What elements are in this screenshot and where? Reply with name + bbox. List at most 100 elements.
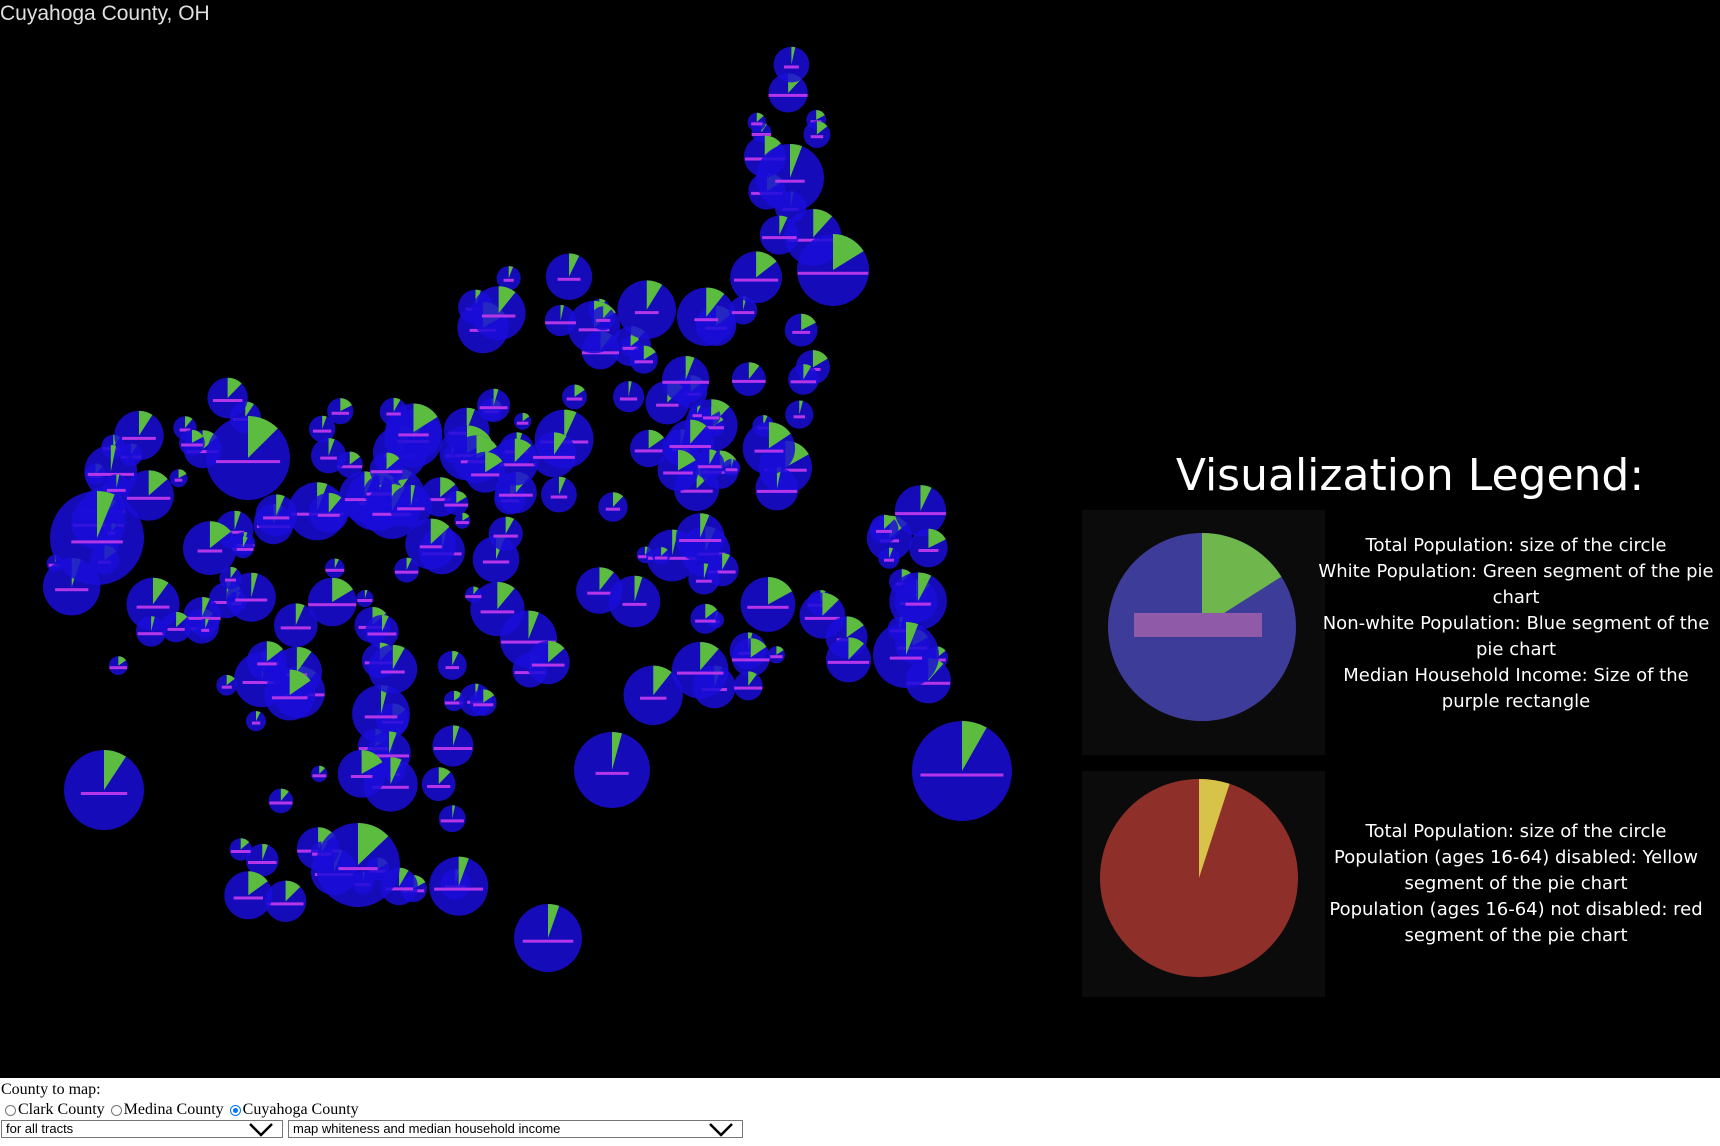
tract-glyph: [662, 355, 710, 404]
tract-glyph: [356, 589, 374, 608]
tract-glyph: [742, 422, 796, 475]
tract-circle: [308, 492, 349, 533]
legend-line: Total Population: size of the circle: [1365, 821, 1667, 842]
tract-income-bar: [578, 328, 610, 332]
tract-white-segment: [104, 750, 126, 790]
tract-white-segment: [791, 46, 796, 65]
tract-white-segment: [289, 669, 311, 695]
tract-income-bar: [804, 616, 840, 620]
tract-white-segment: [709, 449, 717, 465]
tract-circle: [541, 476, 577, 513]
tract-glyph: [264, 669, 316, 721]
tract-white-segment: [703, 563, 709, 579]
tract-white-segment: [334, 558, 339, 569]
tract-income-bar: [582, 351, 619, 355]
tract-white-segment: [319, 765, 325, 774]
tract-income-bar: [638, 555, 652, 559]
tract-white-segment: [116, 474, 120, 489]
tract-circle: [273, 603, 318, 648]
tract-glyph: [773, 46, 810, 83]
tract-income-bar: [225, 578, 236, 582]
tract-white-segment: [322, 415, 327, 429]
tract-income-bar: [732, 379, 766, 383]
tract-glyph: [623, 665, 683, 725]
tract-income-bar: [545, 321, 576, 325]
tract-glyph: [307, 577, 357, 627]
tract-glyph: [219, 566, 242, 590]
tract-income-bar: [605, 507, 620, 511]
tract-income-bar: [344, 498, 385, 502]
radio-button[interactable]: [110, 1104, 122, 1116]
tract-white-segment: [440, 477, 456, 498]
tract-glyph: [183, 521, 237, 576]
tract-glyph: [797, 234, 869, 306]
tract-white-segment: [453, 690, 463, 701]
tract-white-segment: [816, 121, 828, 135]
tract-white-segment: [248, 871, 268, 896]
legend-line: chart: [1492, 587, 1540, 608]
tract-income-bar: [380, 670, 405, 674]
legend-pie-race-income: [1082, 510, 1325, 755]
radio-button[interactable]: [229, 1104, 241, 1116]
tract-income-bar: [320, 456, 337, 460]
tract-glyph: [652, 547, 670, 565]
tract-income-bar: [654, 556, 668, 560]
tract-glyph: [747, 112, 766, 132]
tract-circle: [195, 618, 216, 639]
tract-glyph: [160, 611, 192, 643]
tract-income-bar: [197, 549, 223, 553]
tract-white-segment: [226, 674, 235, 686]
tract-income-bar: [338, 867, 378, 871]
tract-glyph: [675, 513, 725, 563]
tract-income-bar: [516, 421, 529, 425]
tract-white-segment: [240, 838, 250, 850]
legend-text-race-income: Total Population: size of the circle Whi…: [1316, 533, 1716, 715]
tract-white-segment: [528, 610, 539, 640]
tract-income-bar: [433, 747, 473, 750]
tract-white-segment: [251, 572, 258, 598]
tract-income-bar: [622, 346, 639, 350]
map-mode-select[interactable]: map whiteness and median household incom…: [288, 1120, 743, 1138]
tract-circle: [617, 280, 676, 340]
tract-circle: [471, 286, 526, 341]
tract-white-segment: [962, 720, 987, 771]
tract-white-segment: [677, 449, 696, 471]
legend-line: Population (ages 16-64) not disabled: re…: [1329, 899, 1703, 920]
tract-income-bar: [501, 640, 556, 644]
tract-income-bar: [137, 632, 165, 636]
tract-income-bar: [455, 521, 469, 525]
tract-white-segment: [756, 112, 764, 122]
tract-white-segment: [390, 757, 402, 785]
tract-circle: [598, 492, 628, 522]
radio-button[interactable]: [5, 1104, 16, 1116]
tract-glyph: [432, 725, 474, 767]
tract-glyph: [245, 843, 279, 877]
race-income-pie-icon: [1108, 533, 1296, 721]
tract-white-segment: [813, 208, 833, 238]
tract-circle: [114, 410, 164, 461]
tract-white-segment: [653, 665, 672, 696]
tract-income-bar: [269, 801, 293, 805]
tract-income-bar: [312, 774, 327, 778]
tract-income-bar: [465, 595, 482, 599]
tract-income-bar: [792, 330, 811, 334]
tract-income-bar: [797, 271, 869, 275]
tract-white-segment: [628, 381, 632, 397]
tract-white-segment: [328, 438, 335, 456]
tract-filter-select[interactable]: for all tracts: [1, 1120, 283, 1138]
disability-pie-icon: [1100, 778, 1298, 977]
tract-circle: [438, 805, 466, 833]
tract-white-segment: [816, 109, 825, 120]
radio-clark-county[interactable]: Clark County: [0, 1101, 105, 1119]
legend-line: Non-white Population: Blue segment of th…: [1322, 613, 1710, 634]
tract-glyph: [531, 432, 577, 478]
tract-income-bar: [648, 556, 697, 560]
tract-glyph: [206, 416, 290, 500]
tract-glyph: [733, 671, 763, 701]
radio-medina-county[interactable]: Medina County: [106, 1101, 224, 1119]
tract-glyph: [444, 490, 469, 516]
radio-cuyahoga-county[interactable]: Cuyahoga County: [225, 1101, 359, 1119]
tract-income-bar: [440, 819, 464, 823]
tract-income-bar: [596, 318, 611, 322]
tract-income-bar: [756, 489, 798, 493]
